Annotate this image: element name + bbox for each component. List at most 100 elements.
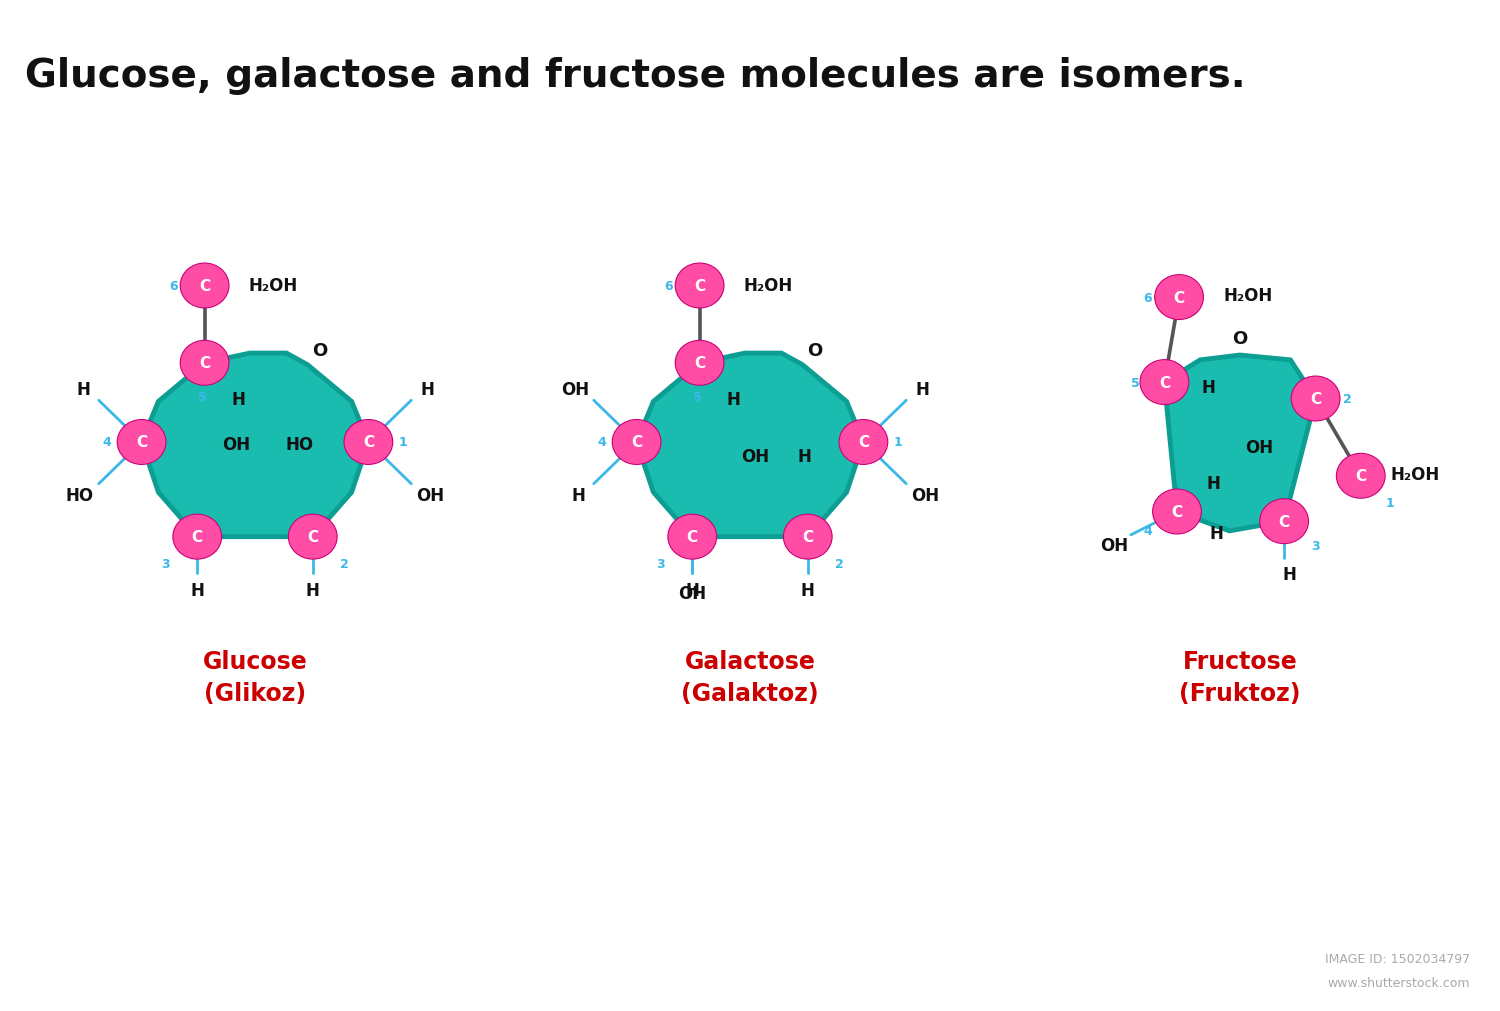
Text: OH: OH <box>910 487 939 504</box>
Circle shape <box>669 516 716 558</box>
Text: Glucose
(Glikoz): Glucose (Glikoz) <box>202 650 308 706</box>
Text: H₂OH: H₂OH <box>1390 465 1440 483</box>
Circle shape <box>1142 362 1188 404</box>
Text: OH: OH <box>1100 536 1128 554</box>
Text: Galactose
(Galaktoz): Galactose (Galaktoz) <box>681 650 819 706</box>
Text: H: H <box>231 391 244 409</box>
Circle shape <box>784 516 831 558</box>
Text: H: H <box>686 581 699 600</box>
Circle shape <box>117 421 166 465</box>
Text: Glucose, galactose and fructose molecules are isomers.: Glucose, galactose and fructose molecule… <box>26 57 1245 95</box>
Text: 6: 6 <box>664 280 672 293</box>
Circle shape <box>675 341 724 386</box>
Text: OH: OH <box>416 487 444 504</box>
Text: 2: 2 <box>836 558 843 570</box>
Circle shape <box>1155 275 1203 320</box>
Text: 4: 4 <box>597 436 606 449</box>
Circle shape <box>1293 378 1338 421</box>
Text: C: C <box>192 530 202 545</box>
Text: C: C <box>632 435 642 450</box>
Text: C: C <box>687 530 698 545</box>
Text: O: O <box>1233 330 1248 348</box>
Text: C: C <box>694 356 705 371</box>
Text: H: H <box>1282 566 1296 583</box>
Polygon shape <box>141 354 369 537</box>
Text: H: H <box>306 581 320 600</box>
Text: Fructose
(Fruktoz): Fructose (Fruktoz) <box>1179 650 1300 706</box>
Circle shape <box>1292 377 1340 422</box>
Circle shape <box>1336 454 1384 498</box>
Text: 1: 1 <box>1386 496 1395 510</box>
Circle shape <box>182 265 228 307</box>
Text: 3: 3 <box>657 558 664 570</box>
Text: 5: 5 <box>198 390 207 403</box>
Text: OH: OH <box>1245 439 1274 456</box>
Text: ®: ® <box>292 953 309 972</box>
Text: C: C <box>308 530 318 545</box>
Circle shape <box>668 515 717 559</box>
Text: 3: 3 <box>1311 539 1320 552</box>
Text: C: C <box>363 435 374 450</box>
Text: C: C <box>1354 469 1366 484</box>
Text: H: H <box>1202 378 1215 396</box>
Text: 6: 6 <box>1143 291 1152 304</box>
Circle shape <box>1262 500 1306 543</box>
Text: C: C <box>1172 504 1182 520</box>
Text: 6: 6 <box>170 280 177 293</box>
Text: OH: OH <box>678 584 706 603</box>
Text: C: C <box>200 356 210 371</box>
Text: 4: 4 <box>1143 525 1152 538</box>
Text: 1: 1 <box>399 436 408 449</box>
Circle shape <box>288 515 338 559</box>
Text: O: O <box>312 342 327 360</box>
Text: C: C <box>1160 375 1170 390</box>
Circle shape <box>118 422 165 464</box>
Text: H: H <box>190 581 204 600</box>
Circle shape <box>180 341 230 386</box>
Text: HO: HO <box>66 487 94 504</box>
Text: 5: 5 <box>693 390 702 403</box>
Text: C: C <box>858 435 868 450</box>
Text: 4: 4 <box>102 436 111 449</box>
Text: C: C <box>694 279 705 294</box>
Text: 1: 1 <box>894 436 903 449</box>
Circle shape <box>1260 499 1308 544</box>
Circle shape <box>614 422 660 464</box>
Text: H: H <box>1208 474 1221 492</box>
Circle shape <box>172 515 222 559</box>
Circle shape <box>182 342 228 384</box>
Text: H: H <box>76 380 90 398</box>
Text: www.shutterstock.com: www.shutterstock.com <box>1328 977 1470 989</box>
Text: H₂OH: H₂OH <box>249 277 298 295</box>
Text: C: C <box>802 530 813 545</box>
Circle shape <box>174 516 220 558</box>
Circle shape <box>839 421 888 465</box>
Text: OH: OH <box>561 380 590 398</box>
Text: H: H <box>798 448 812 466</box>
Circle shape <box>1338 455 1384 497</box>
Text: C: C <box>136 435 147 450</box>
Text: IMAGE ID: 1502034797: IMAGE ID: 1502034797 <box>1324 952 1470 964</box>
Text: C: C <box>1173 290 1185 305</box>
Polygon shape <box>636 354 864 537</box>
Text: 3: 3 <box>162 558 170 570</box>
Circle shape <box>1140 360 1188 405</box>
Text: OH: OH <box>222 436 251 454</box>
Circle shape <box>1154 490 1200 533</box>
Circle shape <box>1156 277 1202 319</box>
Circle shape <box>676 265 723 307</box>
Text: 2: 2 <box>1342 392 1352 405</box>
Circle shape <box>344 421 393 465</box>
Circle shape <box>783 515 832 559</box>
Text: H: H <box>1210 525 1224 542</box>
Text: H: H <box>726 391 740 409</box>
Text: H: H <box>801 581 814 600</box>
Text: 2: 2 <box>340 558 348 570</box>
Text: O: O <box>807 342 822 360</box>
Text: OH: OH <box>741 448 770 466</box>
Text: H: H <box>915 380 928 398</box>
Circle shape <box>612 421 662 465</box>
Polygon shape <box>1164 356 1316 532</box>
Text: C: C <box>200 279 210 294</box>
Text: 5: 5 <box>1131 376 1140 389</box>
